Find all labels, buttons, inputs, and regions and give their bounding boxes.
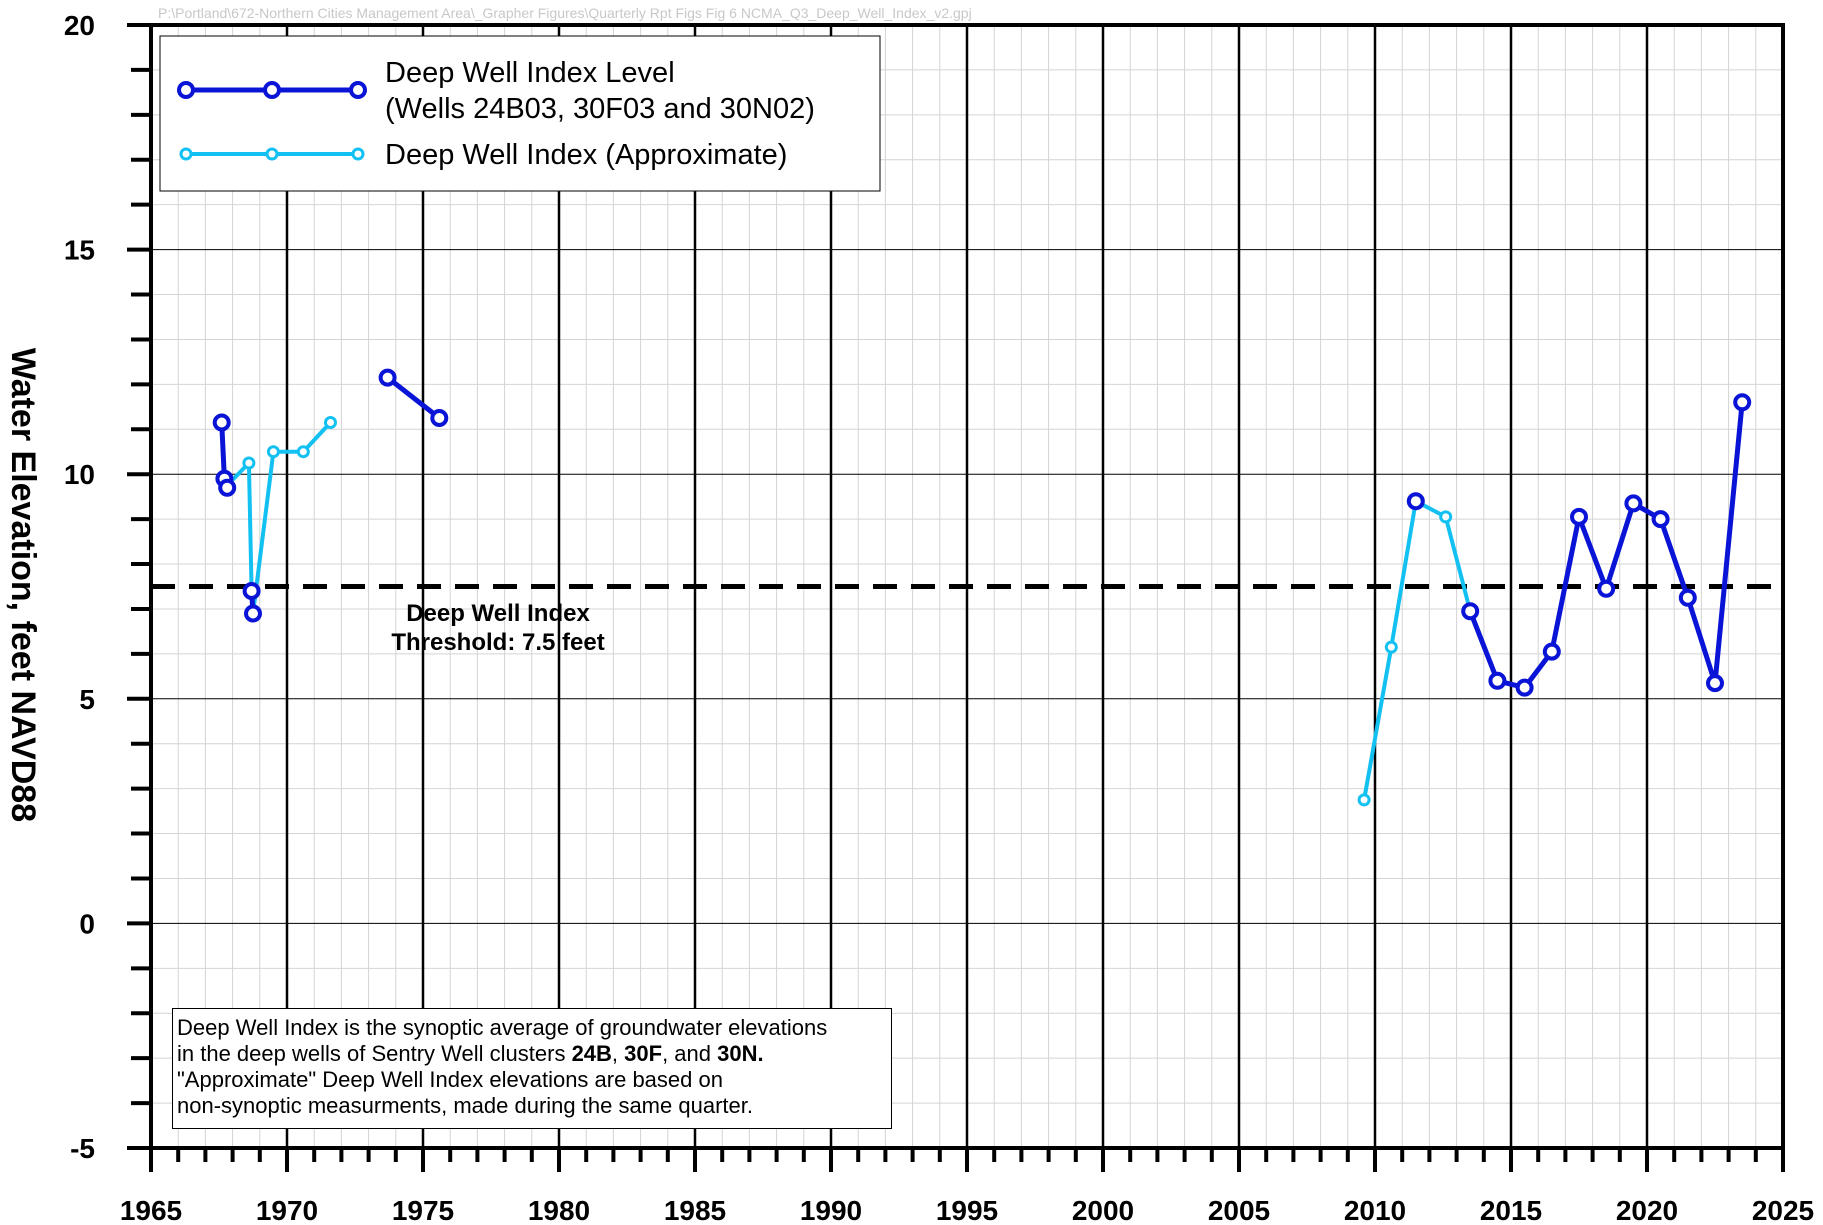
- data-point-level: [1461, 602, 1480, 621]
- x-tick-label: 2000: [1072, 1195, 1134, 1225]
- data-point-level: [242, 582, 261, 600]
- tick-labels: 1965 1970 1975 1980 1985 1990 1995 2000 2005 2010…: [64, 10, 1814, 1225]
- data-point-level: [1651, 510, 1670, 529]
- axis-ticks: [127, 23, 1785, 1172]
- data-point-level: [218, 478, 237, 497]
- threshold-label-line1: Deep Well Index: [406, 600, 590, 627]
- series-line-approximate: [1362, 499, 1473, 801]
- legend-box: [159, 35, 881, 192]
- legend-marker-level: [349, 81, 367, 99]
- note-line-2-text: in the deep wells of Sentry Well cluster…: [177, 1041, 572, 1066]
- data-point-approximate: [1384, 640, 1398, 654]
- x-tick-label: 2025: [1752, 1195, 1814, 1225]
- y-axis-label: Water Elevation, feet NAVD88: [4, 348, 42, 822]
- x-tick-label: 1965: [120, 1195, 182, 1225]
- series-layer: [212, 368, 1752, 807]
- data-point-level: [1706, 674, 1724, 693]
- legend-marker-approximate: [179, 147, 193, 161]
- note-line-4: non-synoptic measurments, made during th…: [177, 1093, 753, 1118]
- data-point-level: [1570, 507, 1588, 526]
- threshold-label-line2: Threshold: 7.5 feet: [391, 629, 604, 656]
- legend-swatch-level: [177, 81, 367, 99]
- data-point-approximate: [296, 445, 310, 459]
- x-tick-label: 1975: [392, 1195, 454, 1225]
- data-point-level: [212, 413, 231, 432]
- legend-marker-level: [177, 81, 195, 99]
- data-point-level: [1515, 678, 1534, 697]
- data-point-level: [378, 368, 397, 387]
- y-tick-label: 20: [64, 10, 95, 41]
- note-cluster-30n: 30N.: [717, 1041, 764, 1066]
- x-tick-label: 2010: [1344, 1195, 1406, 1225]
- legend-marker-level: [263, 81, 281, 99]
- x-tick-label: 1970: [256, 1195, 318, 1225]
- data-point-approximate: [266, 445, 280, 459]
- x-tick-label: 1980: [528, 1195, 590, 1225]
- note-line-1: Deep Well Index is the synoptic average …: [177, 1015, 828, 1040]
- y-tick-label: 15: [64, 235, 95, 266]
- y-tick-label: 5: [79, 684, 95, 715]
- legend-swatch-approximate: [179, 147, 365, 161]
- note-cluster-24b: 24B: [571, 1041, 612, 1066]
- x-tick-label: 1985: [664, 1195, 726, 1225]
- data-point-approximate: [1357, 793, 1371, 807]
- note-box: Deep Well Index is the synoptic average …: [172, 1008, 892, 1129]
- data-point-level: [1597, 579, 1616, 598]
- legend-label-approximate: Deep Well Index (Approximate): [385, 139, 787, 171]
- data-point-level: [1733, 393, 1752, 412]
- series-line-level: [386, 375, 441, 420]
- data-point-level: [1678, 588, 1697, 607]
- data-point-level: [1624, 494, 1643, 513]
- data-point-level: [1406, 492, 1425, 511]
- x-tick-label: 2020: [1616, 1195, 1678, 1225]
- y-tick-label: 0: [79, 908, 95, 939]
- legend: Deep Well Index Level (Wells 24B03, 30F0…: [159, 35, 881, 192]
- legend-label-level: Deep Well Index Level: [385, 57, 675, 89]
- legend-marker-approximate: [265, 147, 279, 161]
- file-path-label: P:\Portland\672-Northern Cities Manageme…: [158, 5, 972, 21]
- series-line-approximate: [251, 421, 332, 614]
- note-sep-1: ,: [611, 1041, 625, 1066]
- legend-label-level-wells: (Wells 24B03, 30F03 and 30N02): [385, 93, 815, 125]
- data-point-level: [1488, 671, 1507, 690]
- data-point-level: [1542, 642, 1561, 661]
- data-point-level: [244, 604, 262, 623]
- x-tick-label: 2015: [1480, 1195, 1542, 1225]
- note-sep-2: , and: [662, 1041, 718, 1066]
- data-point-approximate: [242, 456, 256, 470]
- note-cluster-30f: 30F: [624, 1041, 663, 1066]
- note-line-2: in the deep wells of Sentry Well cluster…: [177, 1041, 891, 1067]
- legend-marker-approximate: [351, 147, 365, 161]
- data-point-approximate: [324, 416, 337, 429]
- x-tick-label: 1995: [936, 1195, 998, 1225]
- x-tick-label: 2005: [1208, 1195, 1270, 1225]
- x-tick-label: 1990: [800, 1195, 862, 1225]
- data-point-level: [430, 409, 449, 427]
- data-point-approximate: [1439, 510, 1453, 524]
- note-line-3: "Approximate" Deep Well Index elevations…: [177, 1067, 723, 1092]
- threshold-label: Deep Well Index Threshold: 7.5 feet: [391, 600, 604, 656]
- y-tick-label: 10: [64, 459, 95, 490]
- y-tick-label: -5: [70, 1133, 95, 1164]
